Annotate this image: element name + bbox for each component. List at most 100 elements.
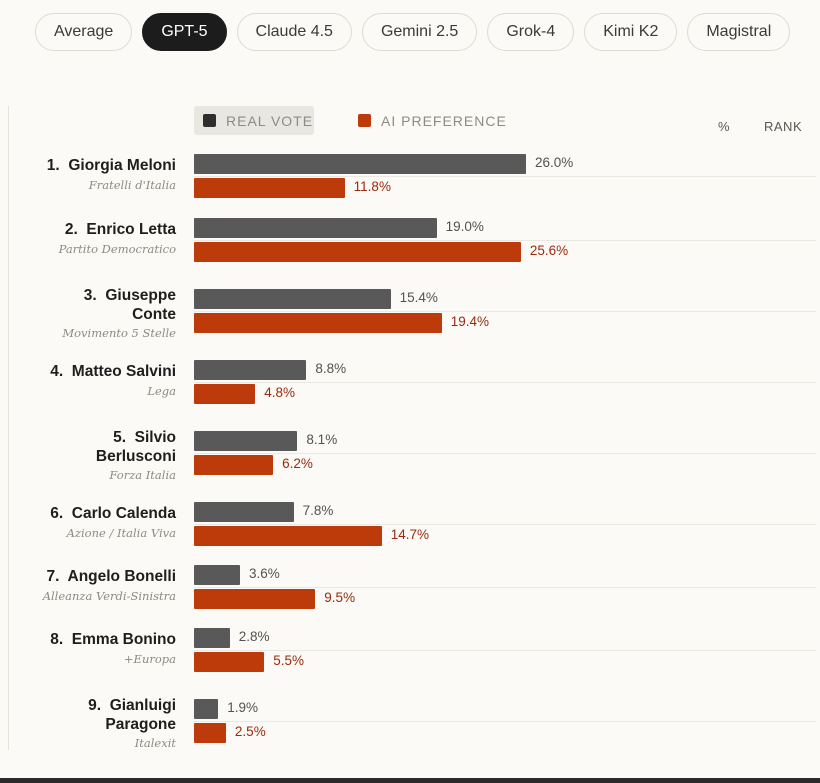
row-divider [194,382,816,383]
real-vote-bar [194,218,437,238]
ai-preference-bar [194,652,265,672]
ai-preference-label: 4.8% [264,385,296,400]
model-tabs: Average GPT-5 Claude 4.5 Gemini 2.5 Grok-4 Ki… [35,13,791,51]
real-vote-bar [194,565,240,585]
candidate-name-line: Gianluigi [109,697,176,714]
legend-real-label: REAL VOTE [226,112,314,129]
row-divider [194,311,816,312]
legend-ai-preference[interactable]: AI PREFERENCE [358,106,507,135]
legend-pref-label: AI PREFERENCE [381,112,507,129]
candidate-rank: 3. [83,287,97,304]
ai-preference-label: 9.5% [324,590,356,605]
ai-preference-bar [194,723,226,743]
real-vote-label: 26.0% [535,155,574,170]
candidate-name-line: Enrico Letta [86,221,176,238]
ai-preference-bar [194,589,316,609]
real-vote-label: 1.9% [227,700,259,715]
real-vote-bar [194,628,230,648]
candidate-rank: 5. [113,429,127,446]
candidate-name-line: Silvio [134,429,176,446]
candidate-name: 6. Carlo Calenda [11,504,176,523]
bottom-bar [0,778,820,783]
candidate-name: 2. Enrico Letta [11,220,176,239]
column-header-percent[interactable]: % [718,119,731,134]
candidate-rank: 6. [50,505,64,522]
real-vote-label: 3.6% [248,566,280,581]
real-vote-label: 8.8% [315,361,347,376]
candidate-name: 9. Gianluigi Paragone [11,696,176,734]
candidate-rank: 4. [50,363,64,380]
candidate-name-line: Matteo Salvini [71,363,176,380]
column-header-rank[interactable]: RANK [764,119,803,134]
candidate-name-line: Paragone [105,716,176,733]
real-vote-bar [194,502,294,522]
row-divider [194,587,816,588]
ai-preference-bar [194,313,442,333]
real-vote-label: 8.1% [306,432,338,447]
candidate-name: 7. Angelo Bonelli [11,567,176,586]
tab-kimi-k2[interactable]: Kimi K2 [584,13,678,51]
real-vote-bar [194,699,219,719]
party-name: Italexit [134,736,176,750]
real-vote-label: 2.8% [238,629,270,644]
row-divider [194,453,816,454]
candidate-name-line: Conte [132,306,176,323]
party-name: Lega [147,384,176,398]
legend-real-vote[interactable]: REAL VOTE [194,106,314,135]
candidate-name: 8. Emma Bonino [11,630,176,649]
ai-preference-bar [194,178,345,198]
candidate-rank: 9. [88,697,102,714]
candidate-name-line: Giuseppe [105,287,176,304]
candidate-name: 1. Giorgia Meloni [11,156,176,175]
tab-grok-4[interactable]: Grok-4 [487,13,575,51]
ai-preference-label: 19.4% [450,314,489,329]
row-divider [194,240,816,241]
legend-pref-swatch [358,114,371,127]
candidate-name-line: Emma Bonino [71,631,176,648]
tab-magistral[interactable]: Magistral [687,13,791,51]
ai-preference-label: 6.2% [282,456,313,471]
ai-preference-bar [194,526,382,546]
row-divider [194,721,816,722]
party-name: Forza Italia [109,468,176,482]
legend-real-swatch [203,114,216,127]
candidate-name-line: Carlo Calenda [71,505,176,522]
ai-preference-label: 14.7% [390,527,429,542]
tab-gpt-5[interactable]: GPT-5 [142,13,227,51]
ai-preference-label: 25.6% [529,243,569,258]
real-vote-bar [194,431,298,451]
tab-claude-4-5[interactable]: Claude 4.5 [236,13,352,51]
tab-gemini-2-5[interactable]: Gemini 2.5 [361,13,478,51]
real-vote-label: 7.8% [302,503,334,518]
party-name: Azione / Italia Viva [66,526,176,540]
candidate-rank: 1. [46,157,60,174]
ai-preference-label: 5.5% [273,653,304,668]
real-vote-label: 19.0% [445,219,484,234]
candidate-name-line: Angelo Bonelli [67,568,177,585]
party-name: Partito Democratico [58,242,176,256]
row-divider [194,176,816,177]
row-divider [194,650,816,651]
ai-preference-label: 11.8% [353,179,391,194]
ai-preference-label: 2.5% [234,724,266,739]
candidate-name: 3. Giuseppe Conte [11,286,176,324]
real-vote-bar [194,154,526,174]
party-name: +Europa [123,652,176,666]
ai-preference-bar [194,242,521,262]
candidate-rank: 8. [50,631,64,648]
left-divider [8,106,9,750]
ai-preference-bar [194,455,274,475]
candidate-name-line: Giorgia Meloni [68,157,176,174]
candidate-rank: 7. [46,568,60,585]
tab-average[interactable]: Average [35,13,133,51]
party-name: Movimento 5 Stelle [62,326,176,340]
party-name: Alleanza Verdi-Sinistra [42,589,176,603]
real-vote-bar [194,289,391,309]
candidate-name: 4. Matteo Salvini [11,362,176,381]
candidate-name-line: Berlusconi [95,448,176,465]
real-vote-label: 15.4% [399,290,438,305]
candidate-name: 5. Silvio Berlusconi [11,428,176,466]
candidate-rank: 2. [64,221,78,238]
row-divider [194,524,816,525]
ai-preference-bar [194,384,256,404]
